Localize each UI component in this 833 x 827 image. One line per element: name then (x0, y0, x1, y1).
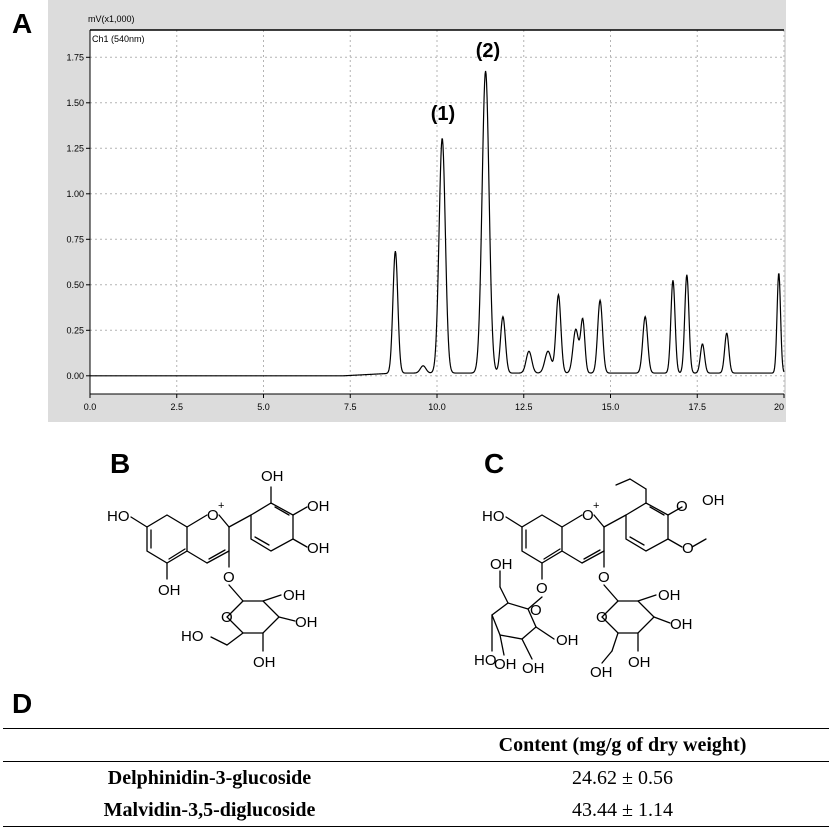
glucose3-ring-oxygen: O (596, 609, 608, 626)
ring-oxygen-label: O (582, 507, 594, 524)
glucose5-ring-oxygen: O (530, 602, 542, 619)
row-value-malvidin: 43.44 ± 1.14 (572, 798, 673, 821)
table-row: Delphinidin-3-glucoside 24.62 ± 0.56 (3, 762, 829, 795)
row-name-delphinidin: Delphinidin-3-glucoside (107, 766, 312, 789)
row-value-delphinidin: 24.62 ± 0.56 (572, 766, 673, 789)
oxonium-charge: + (593, 500, 599, 512)
oh-label-g3-4: OH (628, 654, 651, 671)
oh-label-g3-2: OH (658, 587, 681, 604)
y-tick-label: 1.00 (66, 189, 84, 199)
y-tick-label: 1.25 (66, 143, 84, 153)
row-name-malvidin: Malvidin-3,5-diglucoside (103, 798, 316, 821)
y-tick-labels: 0.00 0.25 0.50 0.75 1.00 1.25 1.50 1.75 (66, 52, 90, 381)
oh-label-b5: OH (307, 540, 330, 557)
ring-oxygen-label: O (207, 507, 219, 524)
panel-label-b: B (110, 448, 131, 479)
oh-label-g2: OH (283, 587, 306, 604)
panel-label-c: C (484, 448, 505, 479)
x-tick-label: 2.5 (170, 402, 183, 412)
x-tick-label: 10.0 (428, 402, 446, 412)
oxonium-charge: + (218, 500, 224, 512)
malvidin-3-5-diglucoside-structure: HO O O + O OH O O O OH HO OH OH OH O OH … (474, 478, 725, 681)
oh-label-a7: HO (107, 508, 130, 525)
table-header-empty (3, 729, 416, 762)
oh-label-a5: OH (158, 582, 181, 599)
oh-label-g3: OH (295, 614, 318, 631)
oh-label-g5-4: HO (474, 652, 497, 669)
panel-label-d: D (12, 688, 33, 719)
peak-label-2: (2) (476, 40, 500, 62)
table-header-content: Content (mg/g of dry weight) (498, 733, 747, 756)
oh-label-g5-1: OH (556, 632, 579, 649)
oh-label-g5-2: OH (522, 660, 545, 677)
x-tick-label: 15.0 (602, 402, 620, 412)
oh-label-g5-3: OH (494, 656, 517, 673)
y-tick-label: 0.75 (66, 234, 84, 244)
chromatogram-chart: 0.00 0.25 0.50 0.75 1.00 1.25 1.50 1.75 0.0 2.5 5… (48, 0, 786, 422)
grid-lines (89, 30, 785, 394)
y-tick-label: 1.50 (66, 98, 84, 108)
oh-label-g5-6: OH (490, 556, 513, 573)
y-unit-label: mV(x1,000) (88, 14, 135, 24)
y-tick-label: 0.25 (66, 325, 84, 335)
content-table: Content (mg/g of dry weight) Delphinidin… (3, 728, 829, 827)
x-tick-label: 17.5 (688, 402, 706, 412)
ring-bonds (130, 486, 308, 652)
glycoside-oxygen-label: O (223, 569, 235, 586)
glucose-ring-oxygen: O (221, 609, 233, 626)
ring-bonds (491, 478, 707, 664)
delphinidin-3-glucoside-structure: HO OH O + OH OH OH O O OH OH OH HO (107, 468, 330, 671)
methoxy-oxygen-3: O (676, 498, 688, 515)
oh-label-g3-6: OH (590, 664, 613, 681)
methoxy-oxygen-5: O (682, 540, 694, 557)
oh-label-b4: OH (307, 498, 330, 515)
x-tick-label: 20 (774, 402, 784, 412)
oh-label-a7: HO (482, 508, 505, 525)
glycoside-oxygen-3: O (598, 569, 610, 586)
x-tick-label: 0.0 (84, 402, 97, 412)
y-tick-label: 0.50 (66, 280, 84, 290)
peak-label-1: (1) (431, 103, 455, 125)
y-tick-label: 1.75 (66, 52, 84, 62)
x-tick-labels: 0.0 2.5 5.0 7.5 10.0 12.5 15.0 17.5 20 (84, 394, 785, 412)
x-tick-label: 5.0 (257, 402, 270, 412)
table-header-row: Content (mg/g of dry weight) (3, 728, 829, 762)
y-tick-label: 0.00 (66, 371, 84, 381)
oh-label-g3-3: OH (670, 616, 693, 633)
glycoside-oxygen-5: O (536, 580, 548, 597)
oh-label-g4: OH (253, 654, 276, 671)
table-row: Malvidin-3,5-diglucoside 43.44 ± 1.14 (3, 794, 829, 827)
oh-label-g6: HO (181, 628, 204, 645)
panel-label-a: A (12, 8, 33, 39)
oh-label-b3: OH (261, 468, 284, 485)
x-tick-label: 7.5 (344, 402, 357, 412)
x-tick-label: 12.5 (515, 402, 533, 412)
channel-label: Ch1 (540nm) (92, 34, 145, 44)
oh-label-b4: OH (702, 492, 725, 509)
chromatogram-trace (90, 70, 785, 377)
